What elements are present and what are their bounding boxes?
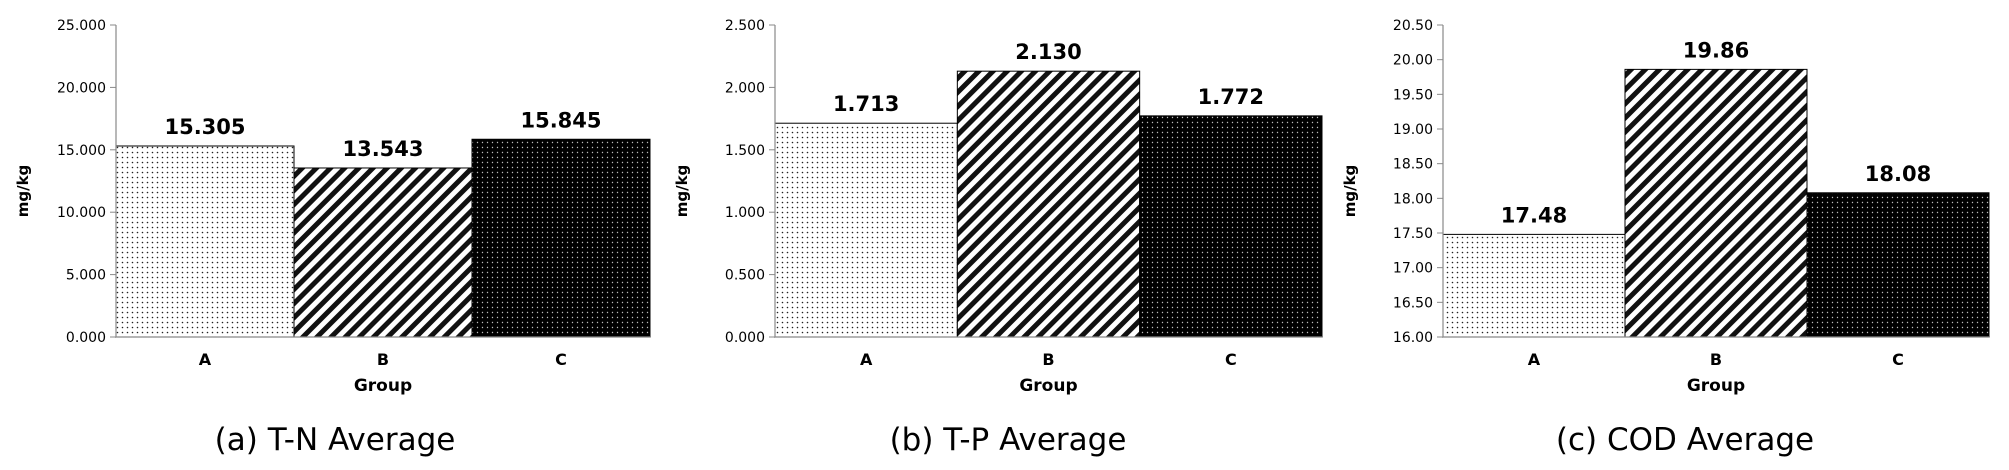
- panel-caption: (b) T-P Average: [890, 422, 1127, 458]
- category-label: C: [1225, 350, 1237, 369]
- y-axis-label: mg/kg: [1341, 165, 1359, 218]
- category-label: B: [1710, 350, 1722, 369]
- y-tick-label: 0.000: [66, 330, 106, 346]
- y-tick-label: 19.50: [1393, 87, 1433, 103]
- y-tick-label: 20.00: [1393, 53, 1433, 69]
- data-label: 2.130: [1015, 40, 1081, 64]
- chart-panel-2: 0.000 0.500 1.000 1.500 2.000 2.500 1.713 A 2.13…: [673, 18, 1323, 458]
- category-label: C: [1892, 350, 1904, 369]
- bar-b: [956, 70, 1141, 338]
- bar-a: [774, 122, 958, 338]
- bar-c: [1139, 115, 1323, 338]
- y-tick-label: 2.500: [725, 18, 765, 34]
- x-axis-label: Group: [354, 376, 412, 396]
- y-tick-label: 20.50: [1393, 18, 1433, 34]
- panel-caption: (c) COD Average: [1556, 422, 1814, 458]
- x-axis-label: Group: [1019, 376, 1077, 396]
- y-tick-label: 16.00: [1393, 330, 1433, 346]
- category-label: B: [377, 350, 389, 369]
- y-tick-label: 25.000: [57, 18, 106, 34]
- panel-caption: (a) T-N Average: [215, 422, 456, 458]
- y-tick-label: 1.000: [725, 205, 765, 221]
- chart-panel-1: 0.000 5.000 10.000 15.000 20.000 25.000 15.305…: [14, 18, 651, 458]
- category-label: B: [1042, 350, 1054, 369]
- data-label: 15.305: [164, 115, 245, 139]
- data-label: 15.845: [520, 108, 601, 132]
- bar-a: [115, 145, 295, 338]
- y-tick-label: 19.00: [1393, 122, 1433, 138]
- y-tick-label: 10.000: [57, 205, 106, 221]
- data-label: 13.543: [342, 137, 423, 161]
- category-label: A: [860, 350, 873, 369]
- category-label: C: [555, 350, 567, 369]
- category-label: A: [1528, 350, 1541, 369]
- y-tick-label: 2.000: [725, 80, 765, 96]
- bar-b: [293, 167, 473, 338]
- y-tick-label: 0.000: [725, 330, 765, 346]
- data-label: 1.713: [833, 92, 899, 116]
- y-tick-label: 17.50: [1393, 226, 1433, 242]
- y-tick-label: 20.000: [57, 80, 106, 96]
- y-tick-label: 18.50: [1393, 157, 1433, 173]
- chart-panel-3: 16.00 16.50 17.00 17.50 18.00 18.50 19.00 19.50…: [1341, 18, 1990, 458]
- y-tick-label: 0.500: [725, 268, 765, 284]
- y-tick-label: 17.00: [1393, 261, 1433, 277]
- y-tick-label: 15.000: [57, 143, 106, 159]
- y-tick-label: 16.50: [1393, 295, 1433, 311]
- bar-c: [1806, 192, 1990, 338]
- bar-c: [471, 138, 651, 338]
- y-axis-label: mg/kg: [673, 165, 691, 218]
- y-axis-label: mg/kg: [14, 165, 32, 218]
- x-axis-label: Group: [1687, 376, 1745, 396]
- bar-b: [1624, 68, 1808, 338]
- y-tick-label: 18.00: [1393, 191, 1433, 207]
- bar-a: [1442, 233, 1626, 338]
- data-label: 18.08: [1865, 162, 1931, 186]
- y-tick-label: 1.500: [725, 143, 765, 159]
- data-label: 1.772: [1198, 85, 1264, 109]
- data-label: 19.86: [1683, 38, 1749, 62]
- y-tick-label: 5.000: [66, 268, 106, 284]
- data-label: 17.48: [1501, 203, 1567, 227]
- category-label: A: [199, 350, 212, 369]
